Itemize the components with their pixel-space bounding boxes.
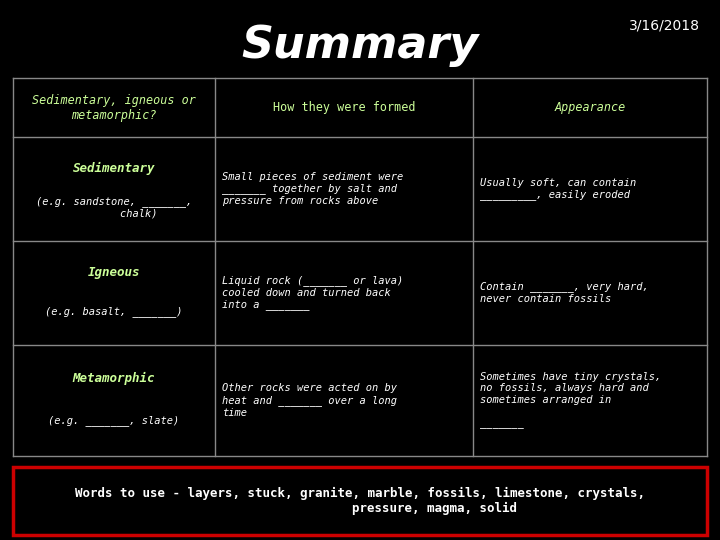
Text: Metamorphic: Metamorphic (73, 372, 156, 385)
Text: Small pieces of sediment were
_______ together by salt and
pressure from rocks a: Small pieces of sediment were _______ to… (222, 172, 403, 206)
FancyBboxPatch shape (13, 467, 707, 535)
Text: Liquid rock (_______ or lava)
cooled down and turned back
into a _______: Liquid rock (_______ or lava) cooled dow… (222, 275, 403, 310)
Text: (e.g. _______, slate): (e.g. _______, slate) (48, 415, 179, 426)
Text: Sedimentary: Sedimentary (73, 161, 156, 174)
Text: Words to use - layers, stuck, granite, marble, fossils, limestone, crystals,
   : Words to use - layers, stuck, granite, m… (75, 487, 645, 515)
Text: Sedimentary, igneous or
metamorphic?: Sedimentary, igneous or metamorphic? (32, 93, 196, 122)
Text: Contain _______, very hard,
never contain fossils: Contain _______, very hard, never contai… (480, 281, 649, 304)
Text: 3/16/2018: 3/16/2018 (629, 19, 700, 33)
Text: How they were formed: How they were formed (273, 101, 415, 114)
Text: Sometimes have tiny crystals,
no fossils, always hard and
sometimes arranged in
: Sometimes have tiny crystals, no fossils… (480, 372, 662, 429)
Text: Summary: Summary (241, 24, 479, 68)
Text: (e.g. basalt, _______): (e.g. basalt, _______) (45, 306, 183, 317)
Text: Igneous: Igneous (88, 266, 140, 279)
Text: Other rocks were acted on by
heat and _______ over a long
time: Other rocks were acted on by heat and __… (222, 383, 397, 417)
Text: (e.g. sandstone, _______,
        chalk): (e.g. sandstone, _______, chalk) (36, 197, 192, 219)
Text: Usually soft, can contain
_________, easily eroded: Usually soft, can contain _________, eas… (480, 178, 636, 200)
Text: Appearance: Appearance (554, 101, 626, 114)
